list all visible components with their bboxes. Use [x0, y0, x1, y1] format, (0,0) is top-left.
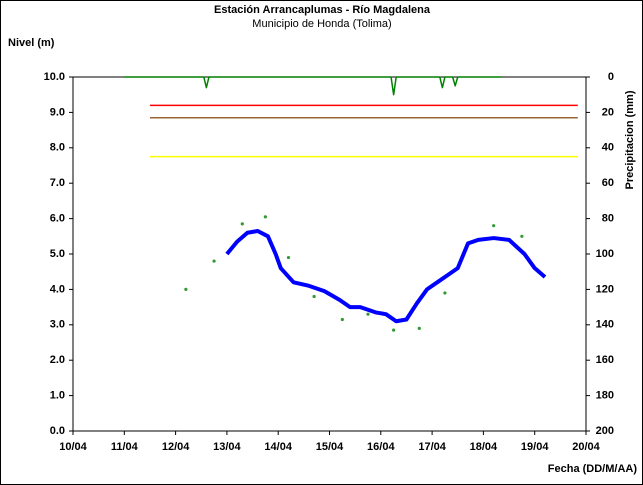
x-tick-label: 11/04 [111, 441, 139, 453]
y2-tick-label: 140 [596, 319, 614, 331]
x-tick-label: 20/04 [572, 441, 600, 453]
x-tick-label: 19/04 [521, 441, 549, 453]
chart-subtitle: Municipio de Honda (Tolima) [252, 18, 391, 30]
x-tick-label: 18/04 [470, 441, 498, 453]
x-tick-label: 13/04 [213, 441, 241, 453]
scatter-point [286, 255, 291, 260]
y2-tick-label: 100 [596, 248, 614, 260]
scatter-point [312, 294, 316, 299]
x-tick-label: 12/04 [162, 441, 190, 453]
series-line [225, 228, 547, 324]
y2-tick-label: 200 [596, 425, 614, 437]
y2-tick-label: 80 [602, 213, 614, 225]
y-tick-label: 10.0 [44, 71, 65, 83]
x-tick-label: 15/04 [316, 441, 344, 453]
series-line [124, 76, 502, 96]
x-tick-label: 16/04 [367, 441, 395, 453]
scatter-point [492, 224, 496, 228]
x-axis-label: Fecha (DD/M/AA) [548, 463, 638, 475]
scatter-point [443, 291, 447, 295]
x-tick-label: 10/04 [59, 441, 87, 453]
y2-tick-label: 180 [596, 390, 614, 402]
scatter-point [417, 326, 421, 330]
y-tick-label: 2.0 [50, 354, 65, 366]
y-tick-label: 1.0 [50, 390, 65, 402]
scatter-point [184, 287, 188, 291]
y-tick-label: 4.0 [50, 283, 65, 295]
y2-tick-label: 0 [608, 71, 614, 83]
x-tick-label: 17/04 [418, 441, 446, 453]
y2-tick-label: 120 [596, 283, 614, 295]
scatter-point [366, 312, 370, 316]
y-tick-label: 9.0 [50, 106, 65, 118]
y-tick-label: 6.0 [50, 213, 65, 225]
y-tick-label: 8.0 [50, 142, 65, 154]
y-tick-label: 0.0 [50, 425, 65, 437]
scatter-point [240, 222, 244, 226]
scatter-point [212, 259, 216, 263]
scatter-point [340, 317, 344, 322]
y2-axis-label: Precipitacion (mm) [624, 90, 636, 189]
scatter-point [263, 215, 267, 219]
chart-title: Estación Arrancaplumas - Río Magdalena [214, 4, 431, 16]
scatter-point [392, 328, 396, 332]
y2-tick-label: 60 [602, 177, 614, 189]
y-tick-label: 3.0 [50, 319, 65, 331]
x-tick-label: 14/04 [264, 441, 292, 453]
y2-tick-label: 160 [596, 354, 614, 366]
scatter-point [520, 234, 524, 238]
y-tick-label: 5.0 [50, 248, 65, 260]
y2-tick-label: 20 [602, 106, 614, 118]
y-tick-label: 7.0 [50, 177, 65, 189]
y-axis-label: Nivel (m) [8, 37, 55, 49]
y2-tick-label: 40 [602, 142, 614, 154]
